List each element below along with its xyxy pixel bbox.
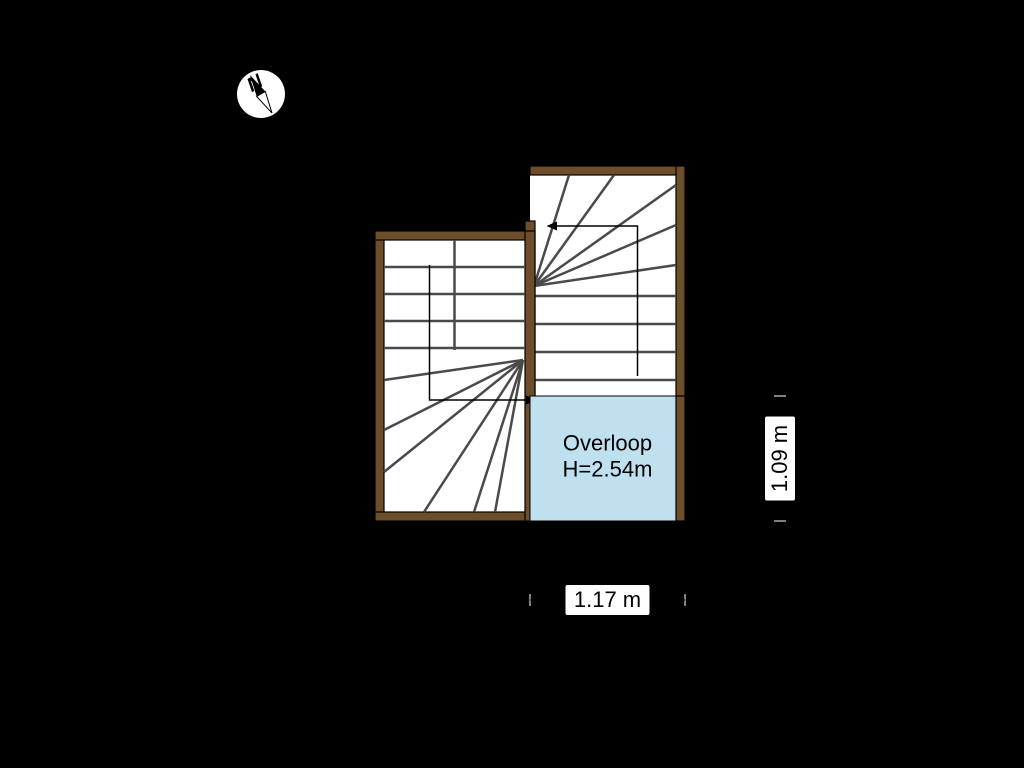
compass-icon: N — [231, 64, 291, 124]
floorplan-canvas: N OverloopH=2.54m 1.17 m 1.09 m — [0, 0, 1024, 768]
room-height-label: H=2.54m — [563, 457, 653, 482]
dim-right-label: 1.09 m — [767, 425, 792, 492]
dim-right-group: 1.09 m — [765, 417, 795, 501]
dim-bottom-label: 1.17 m — [574, 587, 641, 612]
room-name-label: Overloop — [563, 431, 652, 456]
